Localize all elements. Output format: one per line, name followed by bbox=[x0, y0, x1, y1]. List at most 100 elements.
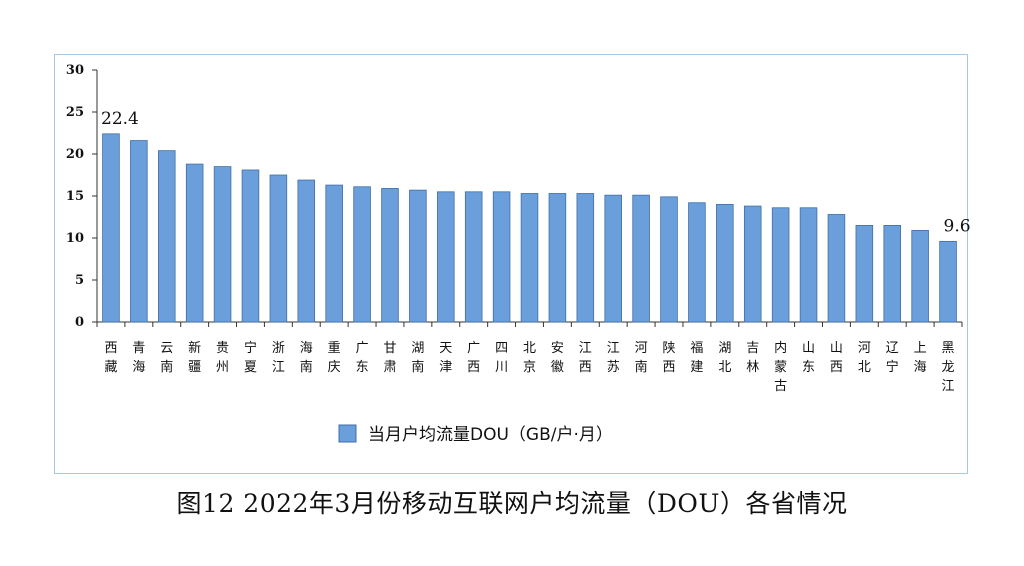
y-tick-label: 0 bbox=[75, 315, 84, 330]
bar-浙江 bbox=[269, 174, 288, 323]
x-tick-label: 辽宁 bbox=[886, 341, 899, 375]
x-tick-label-char: 夏 bbox=[244, 360, 257, 375]
x-tick-label: 黑龙江 bbox=[942, 341, 955, 394]
x-tick-label-char: 龙 bbox=[942, 360, 955, 375]
bar-湖北 bbox=[716, 203, 734, 323]
legend-swatch bbox=[338, 424, 357, 443]
y-tick-label: 30 bbox=[66, 63, 84, 78]
x-tick-label-char: 庆 bbox=[328, 360, 341, 375]
x-tick-label: 云南 bbox=[160, 341, 173, 375]
x-tick-label: 福建 bbox=[690, 341, 703, 375]
x-tick-label-char: 江 bbox=[579, 341, 592, 356]
x-tick-label: 吉林 bbox=[746, 341, 759, 375]
bar-北京 bbox=[520, 193, 539, 323]
x-tick-label: 贵州 bbox=[216, 341, 229, 375]
bar-天津 bbox=[437, 191, 455, 323]
x-tick-label-char: 西 bbox=[663, 360, 676, 375]
bar-山东 bbox=[799, 207, 818, 323]
x-tick-label-char: 福 bbox=[690, 341, 703, 356]
x-tick-label-char: 江 bbox=[607, 341, 620, 356]
x-tick-label-char: 湖 bbox=[411, 341, 424, 356]
bar-新疆 bbox=[185, 163, 204, 323]
x-tick-label: 陕西 bbox=[663, 341, 676, 375]
x-tick-label: 安徽 bbox=[551, 341, 564, 375]
x-tick-label: 北京 bbox=[523, 341, 536, 375]
x-tick-label: 甘肃 bbox=[383, 341, 396, 375]
x-tick-label-char: 京 bbox=[523, 360, 536, 375]
x-tick-label: 海南 bbox=[300, 341, 313, 375]
x-tick-label-char: 北 bbox=[718, 360, 731, 375]
y-tick-label: 15 bbox=[66, 189, 84, 204]
bar-重庆 bbox=[325, 184, 343, 323]
x-tick-label-char: 天 bbox=[439, 341, 452, 356]
x-tick-label: 山东 bbox=[802, 341, 815, 375]
legend-label: 当月户均流量DOU（GB/户·月） bbox=[368, 425, 613, 445]
x-tick-label-char: 肃 bbox=[383, 360, 396, 375]
data-label: 9.6 bbox=[944, 216, 971, 236]
bar-辽宁 bbox=[883, 224, 902, 323]
x-tick-label-char: 东 bbox=[356, 360, 369, 375]
bar-上海 bbox=[911, 230, 929, 323]
x-tick-label-char: 新 bbox=[188, 340, 201, 356]
x-tick-label: 湖北 bbox=[718, 341, 731, 375]
x-tick-label-char: 南 bbox=[160, 359, 173, 375]
x-tick-label-char: 浙 bbox=[272, 341, 285, 356]
y-tick-label: 5 bbox=[75, 273, 84, 288]
x-tick-label-char: 西 bbox=[579, 360, 592, 375]
figure-caption: 图12 2022年3月份移动互联网户均流量（DOU）各省情况 bbox=[176, 489, 848, 518]
x-tick-label-char: 云 bbox=[160, 341, 173, 356]
x-tick-label-char: 上 bbox=[914, 341, 927, 356]
bar-黑龙江 bbox=[939, 240, 957, 323]
y-tick-label: 20 bbox=[66, 147, 84, 162]
x-tick-label-char: 安 bbox=[551, 341, 564, 356]
x-tick-label-char: 徽 bbox=[551, 360, 564, 375]
x-tick-label: 宁夏 bbox=[244, 340, 257, 375]
x-tick-label-char: 海 bbox=[914, 360, 927, 375]
x-tick-label: 江西 bbox=[579, 341, 592, 375]
x-tick-label-char: 辽 bbox=[886, 341, 899, 356]
x-tick-label-char: 河 bbox=[635, 341, 648, 356]
x-tick-label-char: 江 bbox=[272, 360, 285, 375]
bar-江西 bbox=[576, 193, 595, 323]
x-tick-label-char: 津 bbox=[439, 360, 452, 375]
x-tick-label: 浙江 bbox=[272, 341, 285, 375]
bar-河南 bbox=[632, 194, 650, 323]
x-tick-label-char: 江 bbox=[942, 379, 955, 394]
x-tick-label-char: 西 bbox=[830, 360, 843, 375]
bar-广东 bbox=[353, 186, 371, 323]
x-tick-label-char: 藏 bbox=[104, 360, 117, 375]
x-tick-label-char: 疆 bbox=[188, 360, 201, 375]
legend: 当月户均流量DOU（GB/户·月） bbox=[338, 424, 613, 445]
x-tick-label-char: 东 bbox=[802, 360, 815, 375]
bar-吉林 bbox=[743, 205, 762, 323]
x-tick-label: 河南 bbox=[635, 341, 648, 375]
x-tick-label-char: 南 bbox=[300, 359, 313, 375]
bar-湖南 bbox=[409, 189, 427, 323]
x-tick-label: 河北 bbox=[858, 341, 871, 375]
data-label: 22.4 bbox=[101, 109, 139, 129]
x-tick-label: 江苏 bbox=[607, 341, 620, 375]
bar-青海 bbox=[130, 140, 148, 323]
bar-宁夏 bbox=[241, 169, 260, 323]
bar-江苏 bbox=[604, 194, 622, 323]
y-tick-label: 25 bbox=[66, 105, 84, 120]
x-tick-label-char: 广 bbox=[467, 341, 480, 356]
x-tick-label: 天津 bbox=[439, 341, 452, 375]
bar-河北 bbox=[855, 224, 874, 323]
x-tick-label: 广东 bbox=[356, 341, 369, 375]
x-tick-label: 山西 bbox=[830, 341, 843, 375]
bar-福建 bbox=[688, 202, 706, 323]
bar-广西 bbox=[464, 191, 483, 323]
x-tick-label-char: 黑 bbox=[942, 341, 955, 356]
x-tick-label-char: 湖 bbox=[718, 341, 731, 356]
x-tick-label-char: 海 bbox=[132, 360, 145, 375]
x-tick-label-char: 南 bbox=[411, 359, 424, 375]
x-tick-label-char: 宁 bbox=[244, 340, 257, 356]
bar-贵州 bbox=[213, 166, 232, 323]
x-tick-label-char: 山 bbox=[830, 341, 843, 356]
x-tick-label-char: 建 bbox=[690, 360, 703, 375]
bar-云南 bbox=[157, 150, 176, 323]
bar-甘肃 bbox=[381, 188, 399, 323]
x-tick-label-char: 西 bbox=[104, 341, 117, 356]
